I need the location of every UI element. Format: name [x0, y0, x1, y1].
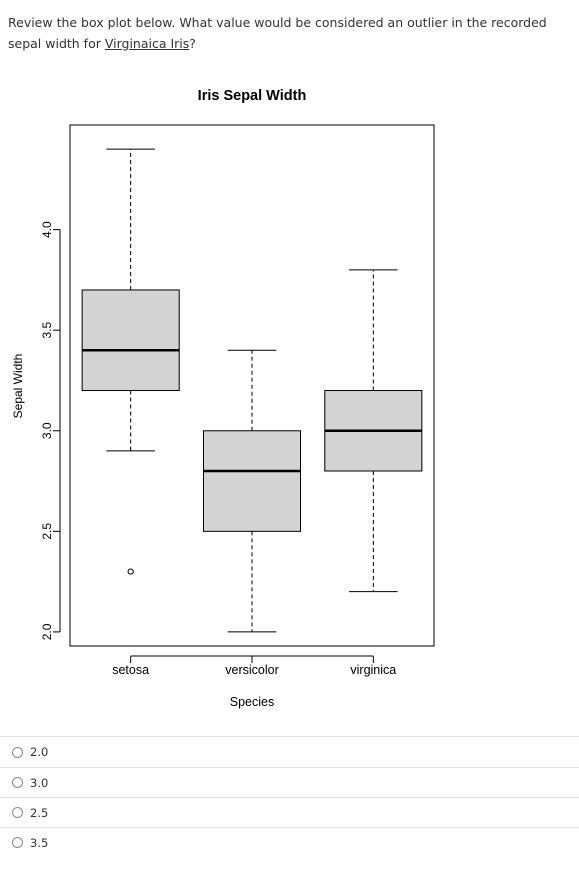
answer-option-label: 2.0 — [30, 745, 49, 759]
boxes-layer — [81, 148, 423, 633]
x-axis: setosa versicolor virginica — [112, 655, 396, 677]
outlier-point — [127, 568, 134, 575]
y-tick-label: 2.0 — [40, 623, 54, 640]
iqr-box — [202, 430, 302, 532]
question-text-end: ? — [189, 36, 196, 51]
box-versicolor — [202, 349, 302, 633]
radio-button[interactable] — [12, 807, 23, 818]
y-axis: 2.0 2.5 3.0 3.5 4.0 — [40, 221, 61, 640]
question-text: Review the box plot below. What value wo… — [8, 12, 568, 54]
y-tick-label: 3.0 — [40, 422, 54, 439]
y-tick-label: 3.5 — [40, 322, 54, 339]
question-text-start: Review the box plot below. What value wo… — [8, 15, 547, 51]
question-link[interactable]: Virginaica Iris — [104, 36, 190, 51]
y-tick-label: 2.5 — [40, 523, 54, 540]
answer-option[interactable]: 2.5 — [0, 797, 579, 827]
box-virginica — [324, 269, 423, 593]
answer-option-label: 3.0 — [30, 775, 49, 790]
x-tick-label: setosa — [112, 663, 149, 677]
radio-button[interactable] — [12, 746, 23, 758]
answer-option[interactable]: 2.0 — [0, 736, 579, 767]
chart-title: Iris Sepal Width — [198, 88, 307, 104]
y-tick-label: 4.0 — [40, 221, 54, 238]
y-axis-label: Sepal Width — [11, 354, 25, 419]
answer-option-label: 3.5 — [30, 835, 49, 850]
box-plot-svg: Iris Sepal Width Sepal Width Species 2.0… — [11, 88, 435, 709]
answer-option-label: 2.5 — [30, 805, 49, 820]
x-tick-label: virginica — [350, 663, 396, 677]
iqr-box — [81, 289, 180, 392]
answer-option[interactable]: 3.5 — [0, 827, 579, 857]
answer-option[interactable]: 3.0 — [0, 767, 579, 797]
box-plot-chart: Iris Sepal Width Sepal Width Species 2.0… — [0, 75, 579, 725]
x-axis-label: Species — [230, 695, 274, 709]
plot-frame — [69, 124, 435, 647]
x-tick-label: versicolor — [225, 663, 279, 677]
box-setosa — [81, 148, 180, 575]
radio-button[interactable] — [12, 837, 23, 848]
answer-options: 2.0 3.0 2.5 3.5 — [0, 736, 579, 857]
radio-button[interactable] — [12, 777, 23, 788]
